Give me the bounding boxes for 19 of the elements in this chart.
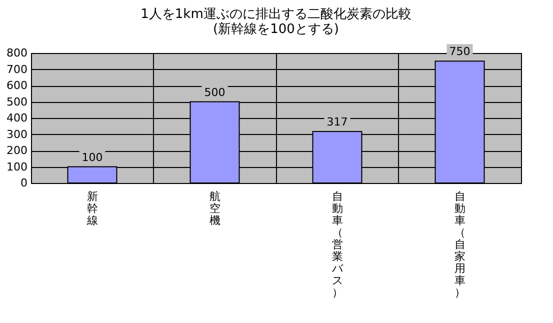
data-label: 750 [449, 45, 470, 58]
category-label: 自動車（営業バス） [332, 190, 343, 299]
data-label: 500 [204, 86, 226, 99]
y-tick-label: 800 [6, 46, 28, 60]
y-tick-label: 400 [6, 112, 28, 124]
y-tick-label: 300 [6, 128, 28, 141]
data-label: 100 [82, 150, 103, 164]
y-tick-label: 500 [6, 95, 28, 108]
y-tick-label: 0 [20, 176, 28, 190]
chart-subtitle: (新幹線を100とする) [213, 22, 339, 38]
y-tick-label: 100 [6, 160, 28, 174]
x-tick-label: 新幹線 [86, 190, 98, 227]
y-tick-label: 200 [6, 144, 28, 157]
x-tick-label: 航空機 [209, 190, 220, 227]
data-label: 317 [326, 115, 348, 128]
chart-title: 1人を1km運ぶのに排出する二酸化炭素の比較 [140, 7, 412, 22]
y-tick-label: 600 [6, 79, 28, 92]
category-label: 自動車（自家用車） [454, 190, 466, 299]
y-tick-label: 700 [6, 62, 28, 76]
